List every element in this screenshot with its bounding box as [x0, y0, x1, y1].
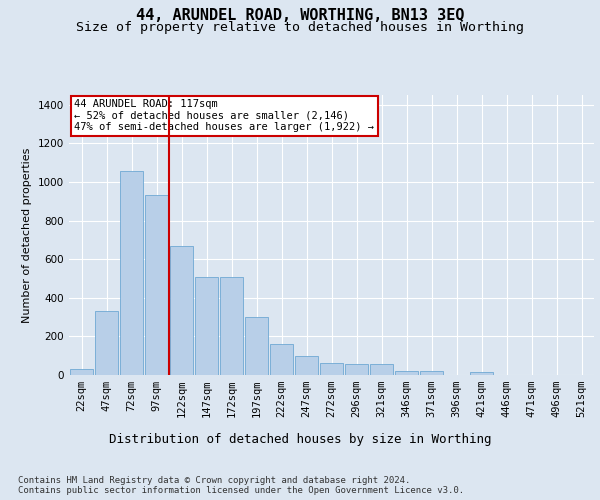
Bar [95, 312, 118, 375]
Text: Size of property relative to detached houses in Worthing: Size of property relative to detached ho… [76, 21, 524, 34]
Bar [320, 364, 343, 375]
Bar [119, 172, 143, 375]
Bar [395, 371, 418, 375]
Bar [295, 356, 319, 375]
Text: 44, ARUNDEL ROAD, WORTHING, BN13 3EQ: 44, ARUNDEL ROAD, WORTHING, BN13 3EQ [136, 8, 464, 22]
Bar [220, 276, 244, 375]
Bar [170, 246, 193, 375]
Text: Contains HM Land Registry data © Crown copyright and database right 2024.
Contai: Contains HM Land Registry data © Crown c… [18, 476, 464, 495]
Text: 44 ARUNDEL ROAD: 117sqm
← 52% of detached houses are smaller (2,146)
47% of semi: 44 ARUNDEL ROAD: 117sqm ← 52% of detache… [74, 99, 374, 132]
Text: Distribution of detached houses by size in Worthing: Distribution of detached houses by size … [109, 432, 491, 446]
Bar [269, 344, 293, 375]
Bar [370, 364, 394, 375]
Bar [245, 317, 268, 375]
Bar [70, 369, 94, 375]
Bar [194, 276, 218, 375]
Bar [419, 371, 443, 375]
Bar [145, 196, 169, 375]
Y-axis label: Number of detached properties: Number of detached properties [22, 148, 32, 322]
Bar [470, 372, 493, 375]
Bar [344, 364, 368, 375]
